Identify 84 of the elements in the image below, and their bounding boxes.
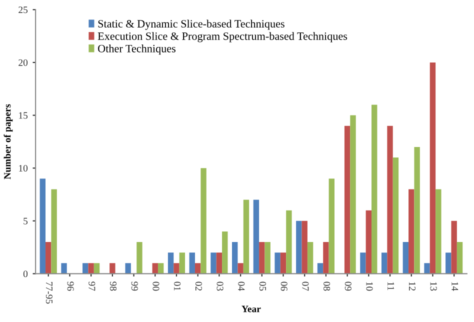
bar xyxy=(414,146,420,274)
x-tick-label: 05 xyxy=(259,282,266,291)
bar xyxy=(317,263,324,274)
bar xyxy=(430,62,436,274)
bar xyxy=(253,200,260,274)
bar xyxy=(46,242,52,274)
x-tick-label: 99 xyxy=(131,282,138,291)
bar xyxy=(286,210,292,274)
legend-label: Other Techniques xyxy=(98,44,176,55)
x-tick-label: 98 xyxy=(110,282,117,291)
x-tick-label: 04 xyxy=(238,282,245,291)
x-tick-label: 10 xyxy=(366,282,373,291)
x-tick-label: 08 xyxy=(324,282,330,291)
bar xyxy=(168,252,174,274)
bar xyxy=(323,242,329,274)
bar xyxy=(51,189,57,274)
y-tick-label: 25 xyxy=(18,6,28,14)
x-tick-label: 00 xyxy=(152,282,160,291)
y-tick-label: 15 xyxy=(19,112,28,119)
bar xyxy=(179,252,186,274)
bar xyxy=(40,178,46,274)
bar xyxy=(392,158,399,274)
bar xyxy=(372,104,378,274)
bar xyxy=(232,242,238,274)
bar xyxy=(456,242,463,274)
bar xyxy=(200,168,206,274)
x-tick-label: 14 xyxy=(452,282,458,291)
x-tick-label: 07 xyxy=(302,282,309,291)
bar xyxy=(451,220,457,274)
bar xyxy=(210,252,216,274)
bar xyxy=(280,252,286,274)
bar xyxy=(296,220,302,274)
y-tick-label: 0 xyxy=(23,270,28,278)
x-axis-title: Year xyxy=(242,306,261,312)
bar xyxy=(274,252,280,274)
bar xyxy=(381,252,388,274)
x-tick-label: 11 xyxy=(388,282,394,290)
bar xyxy=(152,263,158,274)
bar xyxy=(243,200,250,274)
y-tick-label: 20 xyxy=(18,59,28,66)
x-tick-label: 12 xyxy=(409,282,416,291)
y-tick-label: 10 xyxy=(19,164,28,172)
x-tick-label: 03 xyxy=(216,282,224,291)
bar xyxy=(88,263,94,274)
bar xyxy=(222,231,228,274)
legend-label: Execution Slice & Program Spectrum-based Techniques xyxy=(98,32,348,42)
bar xyxy=(446,252,452,274)
x-tick-label: 13 xyxy=(430,282,437,291)
bar xyxy=(307,242,314,274)
bar xyxy=(194,263,201,274)
bar xyxy=(264,242,270,274)
y-axis-title: Number of papers xyxy=(4,104,13,180)
x-tick-label: 96 xyxy=(67,282,74,291)
bar xyxy=(302,220,308,274)
bar xyxy=(189,252,195,274)
bar xyxy=(94,263,100,274)
bar xyxy=(408,189,414,274)
x-tick-label: 02 xyxy=(195,282,202,291)
bar xyxy=(360,252,366,274)
bar xyxy=(436,189,442,274)
legend-label: Static & Dynamic Slice-based Techniques xyxy=(98,20,284,30)
bar xyxy=(110,263,116,274)
bar xyxy=(216,252,222,274)
bar xyxy=(350,115,356,274)
bar xyxy=(125,263,131,274)
bar xyxy=(82,263,88,274)
bar xyxy=(344,126,350,274)
y-tick-label: 5 xyxy=(24,218,28,224)
bar xyxy=(328,178,334,274)
bar xyxy=(387,126,393,274)
x-tick-label: 06 xyxy=(280,282,288,291)
bar xyxy=(259,242,265,274)
bar xyxy=(61,263,67,274)
bar xyxy=(158,263,164,274)
x-tick-label: 09 xyxy=(344,282,352,291)
bar xyxy=(424,263,430,274)
x-tick-label: 01 xyxy=(174,282,181,290)
bar xyxy=(136,242,142,274)
x-tick-label: 77-95 xyxy=(46,282,52,304)
bar xyxy=(174,263,180,274)
x-tick-label: 97 xyxy=(88,282,96,291)
bar xyxy=(402,242,409,274)
bar xyxy=(238,263,244,274)
bar xyxy=(366,210,372,274)
